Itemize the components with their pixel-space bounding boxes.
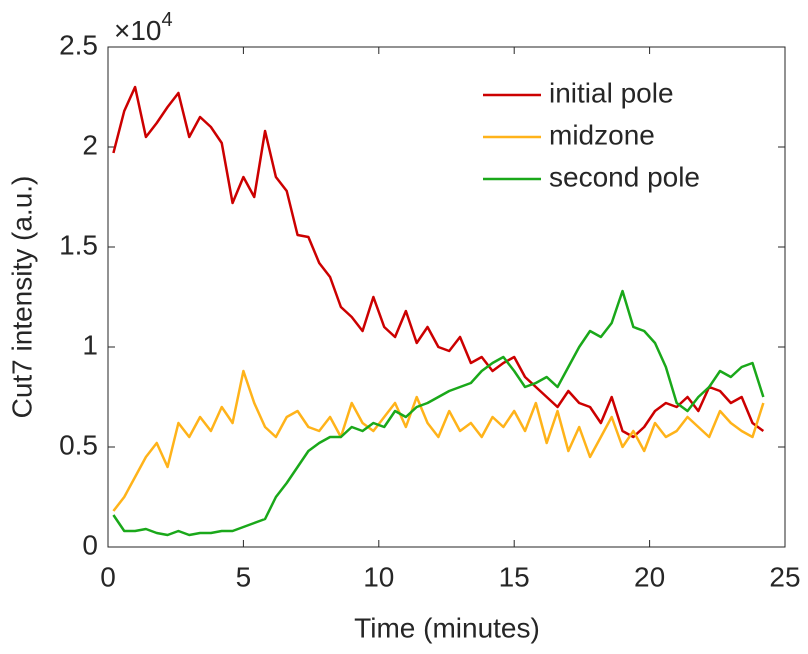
multiplier-exponent: 4 — [162, 9, 173, 31]
series-line — [112, 369, 765, 512]
series-line — [112, 85, 765, 439]
x-tick-label: 0 — [100, 561, 116, 592]
y-multiplier: ×104 — [114, 9, 173, 46]
y-tick-label: 2 — [82, 129, 98, 160]
x-tick-label: 25 — [769, 561, 800, 592]
y-tick-label: 1 — [82, 329, 98, 360]
y-tick-label: 2.5 — [59, 29, 98, 60]
series-line — [112, 289, 765, 537]
legend-label: second pole — [549, 161, 700, 192]
y-tick-label: 0 — [82, 529, 98, 560]
x-tick-label: 10 — [363, 561, 394, 592]
x-axis-label: Time (minutes) — [354, 612, 540, 643]
multiplier-base: ×10 — [114, 15, 162, 46]
y-tick-label: 1.5 — [59, 229, 98, 260]
plot-area — [107, 46, 786, 548]
x-tick-label: 20 — [634, 561, 665, 592]
x-tick-label: 15 — [499, 561, 530, 592]
x-tick-label: 5 — [236, 561, 252, 592]
y-axis-label: Cut7 intensity (a.u.) — [6, 176, 37, 419]
legend-label: initial pole — [549, 77, 674, 108]
legend-label: midzone — [549, 119, 655, 150]
y-tick-label: 0.5 — [59, 429, 98, 460]
